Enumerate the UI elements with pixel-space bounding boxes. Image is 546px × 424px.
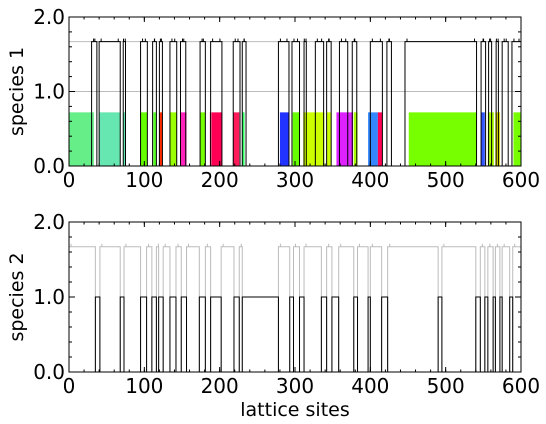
x-tick-label: 100 [125, 168, 163, 192]
species-1-block [180, 112, 187, 166]
species-1-block [303, 112, 307, 166]
y-tick-label: 1.0 [33, 80, 65, 104]
x-tick-label: 100 [125, 374, 163, 398]
species-1-block [513, 112, 521, 166]
species-1-block [336, 112, 354, 166]
x-tick-label: 200 [201, 374, 239, 398]
x-tick-label: 0 [63, 374, 76, 398]
y-tick-label: 0.0 [33, 360, 65, 384]
x-tick-label: 600 [502, 374, 540, 398]
species-1-block [69, 112, 94, 166]
species-1-block [211, 112, 222, 166]
species-1-line [69, 41, 522, 167]
species-1-block [377, 112, 383, 166]
species-1-block [200, 112, 206, 166]
y-tick-label: 2.0 [33, 210, 65, 234]
species-1-block [123, 112, 126, 166]
species-1-block [368, 112, 378, 166]
species-1-block [279, 112, 289, 166]
x-tick-label: 0 [63, 168, 76, 192]
species-1-block [242, 112, 245, 166]
species-1-block [353, 112, 358, 166]
x-tick-label: 400 [351, 168, 389, 192]
species-1-block [326, 112, 332, 166]
species-2-line [69, 296, 521, 373]
species-1-block [292, 112, 300, 166]
x-tick-label: 300 [276, 374, 314, 398]
y-axis-label: species 2 [6, 252, 28, 341]
species-1-block [140, 112, 148, 166]
species-1-block [159, 112, 163, 166]
species-1-block [487, 112, 494, 166]
grey-level-line [68, 246, 522, 373]
x-tick-label: 600 [502, 168, 540, 192]
species-1-block [233, 112, 240, 166]
y-tick-label: 0.0 [33, 154, 65, 178]
x-tick-label: 500 [427, 168, 465, 192]
species-1-block [169, 112, 177, 166]
y-tick-label: 1.0 [33, 285, 65, 309]
species-1-block [153, 112, 157, 166]
species-1-block [99, 112, 121, 166]
x-tick-label: 500 [427, 374, 465, 398]
species-1-block [408, 112, 477, 166]
x-axis-label: lattice sites [240, 399, 350, 421]
species-1-block [481, 112, 485, 166]
y-tick-label: 2.0 [33, 5, 65, 29]
x-tick-label: 400 [351, 374, 389, 398]
y-axis-label: species 1 [6, 47, 28, 136]
x-tick-label: 200 [201, 168, 239, 192]
species-1-block [495, 112, 500, 166]
x-tick-label: 300 [276, 168, 314, 192]
